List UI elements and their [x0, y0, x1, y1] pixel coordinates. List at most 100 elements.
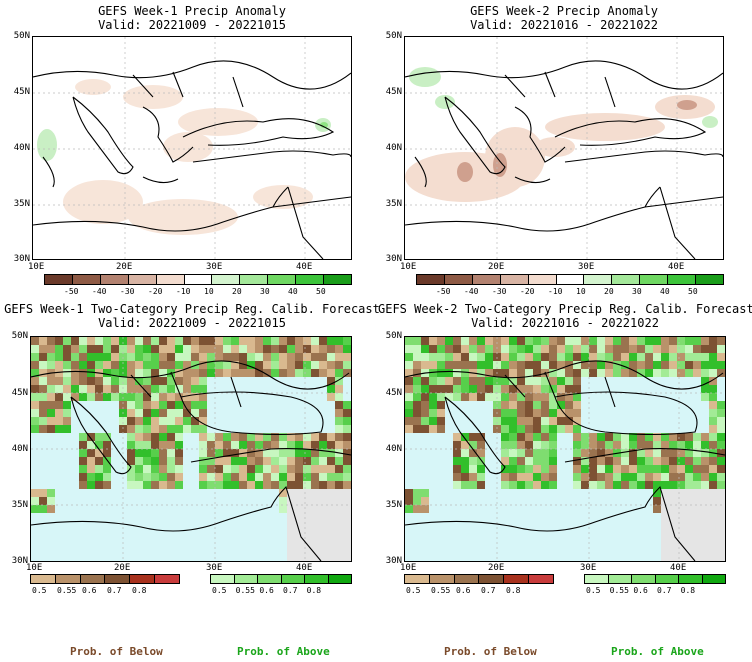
colorbar-label: -50: [64, 287, 79, 296]
anomaly-colorbar: [44, 274, 352, 285]
colorbar-swatch: [528, 275, 557, 284]
panel-title: GEFS Week-2 Two-Category Precip Reg. Cal…: [378, 302, 752, 330]
legend-prob-above: Prob. of Above: [611, 645, 704, 658]
colorbar-swatch: [504, 575, 530, 583]
colorbar-swatch: [155, 575, 179, 583]
lon-label: 20E: [488, 262, 505, 272]
colorbar-swatch: [668, 275, 697, 284]
legend-prob-below: Prob. of Below: [444, 645, 537, 658]
lon-label: 20E: [488, 563, 505, 573]
colorbar-label: 10: [204, 287, 214, 296]
map-week2-prob: [404, 336, 726, 562]
colorbar-label: 0.8: [680, 586, 696, 595]
colorbar-label: -20: [520, 287, 535, 296]
colorbar-swatch: [640, 275, 669, 284]
lon-label: 30E: [206, 563, 223, 573]
anomaly-map-svg: [33, 37, 351, 259]
lat-label: 40N: [13, 143, 30, 153]
lon-label: 40E: [668, 262, 685, 272]
colorbar-label: 0.55: [235, 586, 255, 595]
title-line2: Valid: 20221016 - 20221022: [470, 18, 658, 32]
legend-prob-above: Prob. of Above: [237, 645, 330, 658]
lat-label: 35N: [385, 500, 402, 510]
colorbar-label: 0.55: [431, 586, 451, 595]
lat-label: 30N: [385, 556, 402, 566]
colorbar-label: 50: [688, 287, 698, 296]
lat-label: 45N: [11, 388, 28, 398]
lon-label: 40E: [296, 262, 313, 272]
colorbar-swatch: [454, 575, 480, 583]
colorbar-swatch: [556, 275, 585, 284]
colorbar-swatch: [655, 575, 679, 583]
colorbar-label: 30: [632, 287, 642, 296]
colorbar-label: -50: [436, 287, 451, 296]
colorbar-swatch: [472, 275, 501, 284]
lat-label: 50N: [11, 331, 28, 341]
colorbar-swatch: [296, 275, 325, 284]
colorbar-label: -30: [120, 287, 135, 296]
lat-label: 35N: [11, 500, 28, 510]
colorbar-swatch: [429, 575, 455, 583]
anomaly-map-svg: [405, 37, 723, 259]
colorbar-swatch: [45, 275, 73, 284]
below-colorbar: [404, 574, 554, 584]
lat-label: 50N: [13, 31, 30, 41]
lon-label: 10E: [26, 563, 43, 573]
title-line2: Valid: 20221009 - 20221015: [98, 18, 286, 32]
colorbar-swatch: [702, 575, 725, 583]
colorbar-swatch: [585, 575, 609, 583]
colorbar-label: 0.7: [657, 586, 672, 595]
colorbar-swatch: [55, 575, 81, 583]
anomaly-colorbar: [416, 274, 724, 285]
map-week1-prob: [30, 336, 352, 562]
below-colorbar: [30, 574, 180, 584]
title-line1: GEFS Week-2 Two-Category Precip Reg. Cal…: [378, 302, 752, 316]
colorbar-label: -40: [92, 287, 107, 296]
colorbar-swatch: [240, 275, 269, 284]
colorbar-label: 10: [576, 287, 586, 296]
colorbar-swatch: [328, 575, 351, 583]
colorbar-label: 0.6: [82, 586, 97, 595]
colorbar-swatch: [128, 275, 157, 284]
legend-prob-below: Prob. of Below: [70, 645, 163, 658]
colorbar-swatch: [305, 575, 329, 583]
colorbar-label: -30: [492, 287, 507, 296]
colorbar-swatch: [258, 575, 282, 583]
colorbar-swatch: [479, 575, 505, 583]
colorbar-label: 0.55: [57, 586, 77, 595]
lon-label: 30E: [206, 262, 223, 272]
colorbar-swatch: [405, 575, 430, 583]
lat-label: 40N: [385, 444, 402, 454]
colorbar-label: 0.8: [306, 586, 322, 595]
colorbar-label: 0.5: [406, 586, 421, 595]
lat-label: 45N: [385, 388, 402, 398]
lat-label: 45N: [385, 87, 402, 97]
colorbar-label: 0.5: [32, 586, 47, 595]
colorbar-swatch: [234, 575, 258, 583]
colorbar-label: -40: [464, 287, 479, 296]
lon-label: 40E: [670, 563, 687, 573]
lon-label: 30E: [578, 262, 595, 272]
lat-label: 35N: [385, 199, 402, 209]
colorbar-label: 0.6: [259, 586, 274, 595]
colorbar-label: 0.7: [107, 586, 122, 595]
lon-label: 30E: [580, 563, 597, 573]
colorbar-label: 40: [660, 287, 670, 296]
colorbar-label: 40: [288, 287, 298, 296]
colorbar-swatch: [696, 275, 723, 284]
colorbar-label: -10: [548, 287, 563, 296]
lon-label: 40E: [296, 563, 313, 573]
colorbar-swatch: [679, 575, 703, 583]
colorbar-swatch: [584, 275, 613, 284]
colorbar-label: 0.5: [212, 586, 227, 595]
colorbar-swatch: [100, 275, 129, 284]
colorbar-swatch: [268, 275, 297, 284]
colorbar-swatch: [632, 575, 656, 583]
panel-title: GEFS Week-2 Precip Anomaly Valid: 202210…: [404, 4, 724, 32]
colorbar-label: 20: [604, 287, 614, 296]
colorbar-swatch: [281, 575, 305, 583]
colorbar-label: 0.7: [481, 586, 496, 595]
lat-label: 45N: [13, 87, 30, 97]
colorbar-label: 0.7: [283, 586, 298, 595]
colorbar-swatch: [444, 275, 473, 284]
